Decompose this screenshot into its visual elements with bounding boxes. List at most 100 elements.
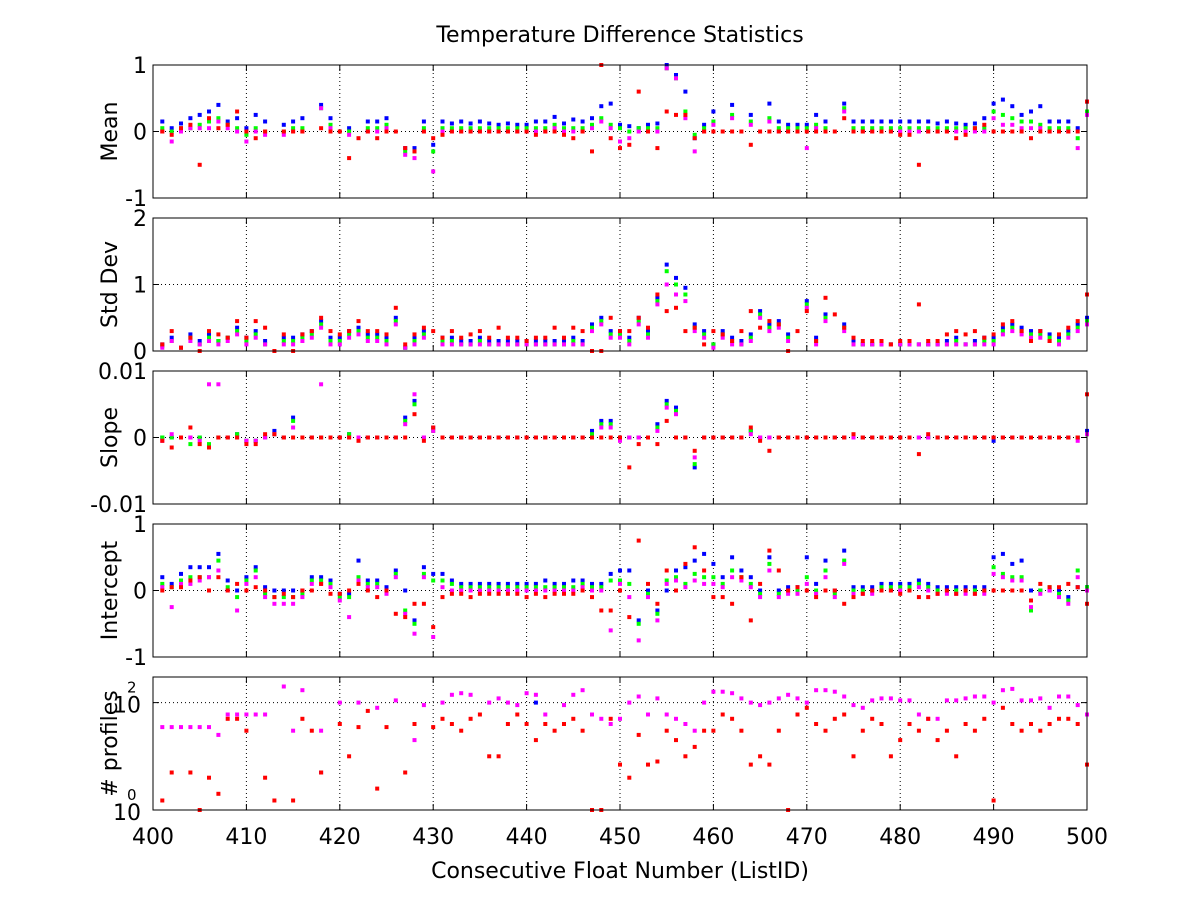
data-point [832,689,837,694]
data-point [692,448,697,453]
data-point [823,435,828,440]
data-point [347,588,352,593]
data-point [627,329,632,334]
data-point [1029,588,1033,593]
data-point [627,142,632,147]
data-point [898,738,903,743]
data-point [1075,322,1080,327]
data-point [384,129,389,134]
data-point [1029,722,1033,726]
data-point [804,302,809,307]
data-point [804,581,809,586]
data-point [207,775,211,780]
data-point [160,435,165,440]
data-point [730,335,735,340]
data-point [543,126,548,131]
data-point [991,332,996,337]
data-point [300,116,305,121]
data-point [281,435,286,440]
data-point [225,716,230,721]
data-point [393,322,398,327]
data-point [543,585,548,590]
data-point [935,716,940,721]
data-point [888,581,893,586]
data-point [814,591,819,596]
data-point [702,575,707,580]
data-point [1057,332,1061,337]
y-tick-label: 1 [133,54,147,79]
data-point [692,558,697,563]
data-point [636,694,641,699]
data-point [309,335,314,340]
data-point [1019,332,1024,337]
data-point [1038,329,1043,334]
data-point [851,342,856,347]
data-point [347,132,352,137]
data-point [944,435,949,440]
data-point [683,285,688,290]
data-point [748,581,753,586]
data-point [524,126,529,131]
data-point [253,585,258,590]
data-point [608,422,613,427]
data-point [972,694,977,699]
data-point [384,122,389,127]
data-point [739,339,744,343]
data-point [487,700,492,705]
data-point [328,129,333,134]
data-point [972,585,977,590]
y-tick-label: 1 [133,513,147,538]
data-point [674,568,678,573]
data-point [730,691,735,696]
data-point [160,342,165,347]
data-point [655,302,660,307]
data-point [403,422,408,427]
data-point [907,342,912,347]
data-point [477,591,482,596]
data-point [207,339,211,343]
data-point [683,722,688,726]
data-point [692,462,697,467]
data-point [328,435,333,440]
data-point [907,129,912,134]
data-point [375,585,380,590]
data-point [879,119,884,124]
data-point [449,591,454,596]
data-point [1029,109,1033,114]
data-point [711,345,716,350]
data-point [646,712,650,717]
data-point [1019,329,1024,334]
data-point [776,325,781,330]
data-point [692,578,697,583]
data-point [1000,588,1005,593]
data-point [870,435,875,440]
data-point [758,591,763,596]
data-point [533,591,538,596]
data-point [823,312,828,317]
data-point [664,418,669,423]
data-point [590,329,594,334]
data-point [393,315,398,320]
series-2 [160,66,1089,154]
data-point [618,126,622,131]
data-point [804,700,809,705]
data-point [814,342,819,347]
data-point [347,615,352,620]
data-point [944,332,949,337]
data-point [225,585,230,590]
data-point [571,585,576,590]
data-point [655,129,660,134]
data-point [898,126,903,131]
data-point [412,339,417,343]
data-point [1010,435,1015,440]
data-point [907,588,912,593]
data-point [291,418,296,423]
data-point [263,339,268,343]
data-point [562,581,566,586]
data-point [683,565,688,570]
data-point [926,342,931,347]
data-point [618,716,622,721]
data-point [1010,561,1015,566]
data-point [216,119,221,124]
